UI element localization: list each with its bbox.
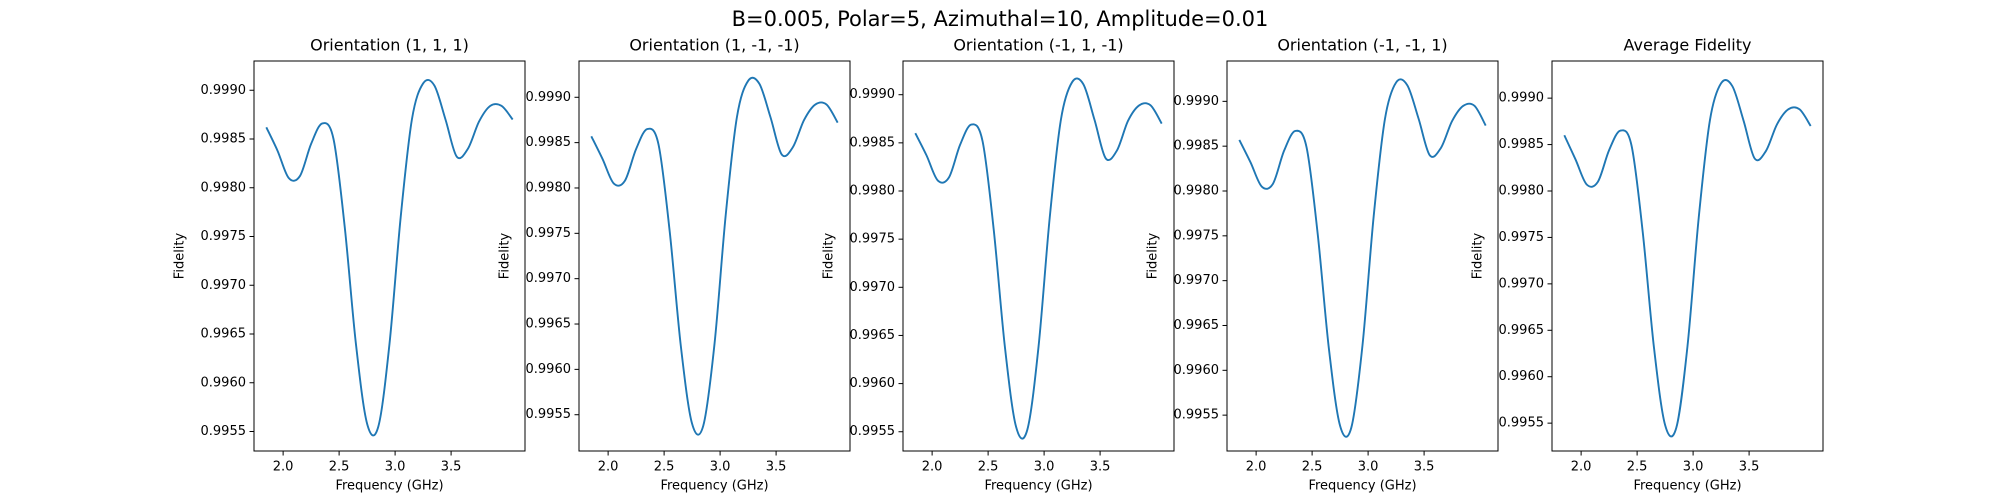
data-line [1238,78,1487,438]
x-axis-label: Frequency (GHz) [1633,479,1741,494]
y-tick-label: 0.9960 [850,376,896,391]
y-axis-label: Fidelity [1146,232,1161,279]
x-tick-label: 2.0 [1571,460,1592,475]
y-tick-label: 0.9990 [850,87,896,102]
y-tick-label: 0.9960 [1499,369,1545,384]
axes-frame [902,60,1175,452]
y-tick-label: 0.9990 [1174,94,1220,109]
axes-frame [1226,60,1499,452]
x-tick-label: 3.5 [1414,460,1435,475]
y-axis-label: Fidelity [822,232,837,279]
x-tick-label: 3.5 [1090,460,1111,475]
y-tick-label: 0.9985 [526,135,572,150]
y-tick-label: 0.9960 [1174,363,1220,378]
x-tick-label: 3.0 [385,460,406,475]
y-tick-label: 0.9990 [201,83,247,98]
y-tick-label: 0.9955 [1174,408,1220,423]
x-tick-label: 2.5 [1302,460,1323,475]
subplot-title: Orientation (1, 1, 1) [310,36,469,55]
x-tick-label: 2.0 [1246,460,1267,475]
y-tick-label: 0.9985 [1174,139,1220,154]
x-tick-label: 2.0 [922,460,943,475]
x-axis-label: Frequency (GHz) [1308,479,1416,494]
axes-frame [253,60,526,452]
data-line [265,79,514,437]
subplot-title: Average Fidelity [1624,36,1752,55]
x-axis-label: Frequency (GHz) [660,479,768,494]
x-tick-label: 3.0 [710,460,731,475]
y-tick-label: 0.9970 [201,278,247,293]
y-tick-label: 0.9985 [1499,137,1545,152]
y-tick-label: 0.9985 [201,132,247,147]
y-axis-label: Fidelity [1471,232,1486,279]
x-tick-label: 2.5 [329,460,350,475]
x-tick-label: 3.0 [1683,460,1704,475]
axes-frame [578,60,851,452]
x-tick-label: 2.5 [978,460,999,475]
y-tick-label: 0.9975 [526,226,572,241]
y-tick-label: 0.9970 [526,271,572,286]
figure-title: B=0.005, Polar=5, Azimuthal=10, Amplitud… [732,7,1269,31]
subplot-title: Orientation (-1, 1, -1) [953,36,1123,55]
y-tick-label: 0.9955 [201,424,247,439]
y-tick-label: 0.9965 [1499,323,1545,338]
y-axis-label: Fidelity [498,232,513,279]
data-line [1563,79,1812,438]
data-line [590,76,839,436]
x-axis-label: Frequency (GHz) [984,479,1092,494]
subplot-title: Orientation (-1, -1, 1) [1277,36,1447,55]
x-tick-label: 3.5 [1739,460,1760,475]
data-line [914,77,1163,440]
y-tick-label: 0.9975 [1499,230,1545,245]
x-tick-label: 3.0 [1358,460,1379,475]
x-tick-label: 3.5 [441,460,462,475]
y-tick-label: 0.9955 [1499,416,1545,431]
y-tick-label: 0.9975 [201,229,247,244]
x-tick-label: 3.0 [1034,460,1055,475]
y-tick-label: 0.9965 [850,328,896,343]
x-tick-label: 2.0 [598,460,619,475]
x-tick-label: 3.5 [766,460,787,475]
y-tick-label: 0.9955 [526,407,572,422]
y-tick-label: 0.9955 [850,424,896,439]
y-tick-label: 0.9960 [526,362,572,377]
x-tick-label: 2.0 [273,460,294,475]
axes-frame [1551,60,1824,452]
y-tick-label: 0.9980 [526,180,572,195]
y-tick-label: 0.9985 [850,135,896,150]
x-tick-label: 2.5 [654,460,675,475]
y-tick-label: 0.9970 [1174,273,1220,288]
y-axis-label: Fidelity [173,232,188,279]
y-tick-label: 0.9990 [1499,91,1545,106]
x-tick-label: 2.5 [1627,460,1648,475]
y-tick-label: 0.9980 [1499,184,1545,199]
y-tick-label: 0.9975 [850,232,896,247]
y-tick-label: 0.9980 [1174,184,1220,199]
y-tick-label: 0.9960 [201,375,247,390]
y-tick-label: 0.9980 [201,180,247,195]
y-tick-label: 0.9965 [1174,318,1220,333]
x-axis-label: Frequency (GHz) [335,479,443,494]
y-tick-label: 0.9990 [526,90,572,105]
y-tick-label: 0.9965 [526,317,572,332]
subplot-title: Orientation (1, -1, -1) [629,36,799,55]
y-tick-label: 0.9975 [1174,228,1220,243]
y-tick-label: 0.9970 [850,280,896,295]
y-tick-label: 0.9965 [201,327,247,342]
y-tick-label: 0.9970 [1499,276,1545,291]
y-tick-label: 0.9980 [850,184,896,199]
